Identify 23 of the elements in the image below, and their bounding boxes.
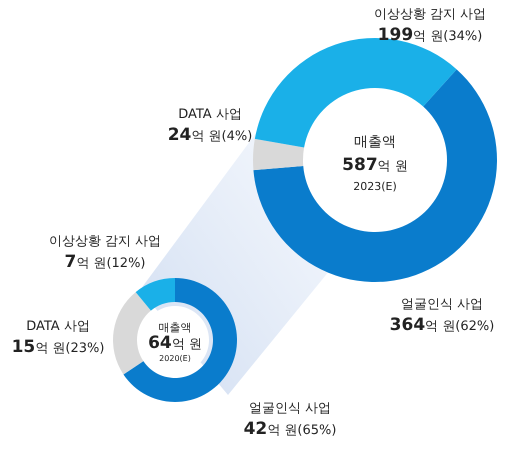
text: 2020(E) [159, 354, 191, 363]
text: 매출액 [158, 321, 192, 334]
text: 64억 원 [148, 333, 202, 353]
slice-label: 이상상황 감지 사업 [374, 7, 486, 22]
slice-label: DATA 사업 [26, 319, 90, 334]
text: 매출액 [354, 134, 396, 150]
donut-slice [123, 278, 237, 402]
data-label: 199억 원(34%) [378, 25, 482, 45]
text: 587억 원 [342, 155, 408, 175]
slice-label: 얼굴인식 사업 [248, 401, 332, 416]
slice-label: 이상상황 감지 사업 [48, 234, 162, 249]
donut-slice [253, 69, 497, 282]
text: 2023(E) [353, 180, 397, 193]
data-label: 42억 원(65%) [244, 419, 336, 439]
slice-label: 얼굴인식 사업 [400, 297, 484, 312]
donut-slice [136, 278, 175, 311]
data-label: 24억 원(4%) [168, 125, 252, 145]
data-label: 15억 원(23%) [12, 337, 104, 357]
slice-label: DATA 사업 [178, 107, 242, 122]
data-label: 364억 원(62%) [390, 315, 494, 335]
donut-slice [253, 138, 304, 170]
data-label: 7억 원(12%) [64, 252, 146, 272]
donut-slice [113, 292, 151, 374]
